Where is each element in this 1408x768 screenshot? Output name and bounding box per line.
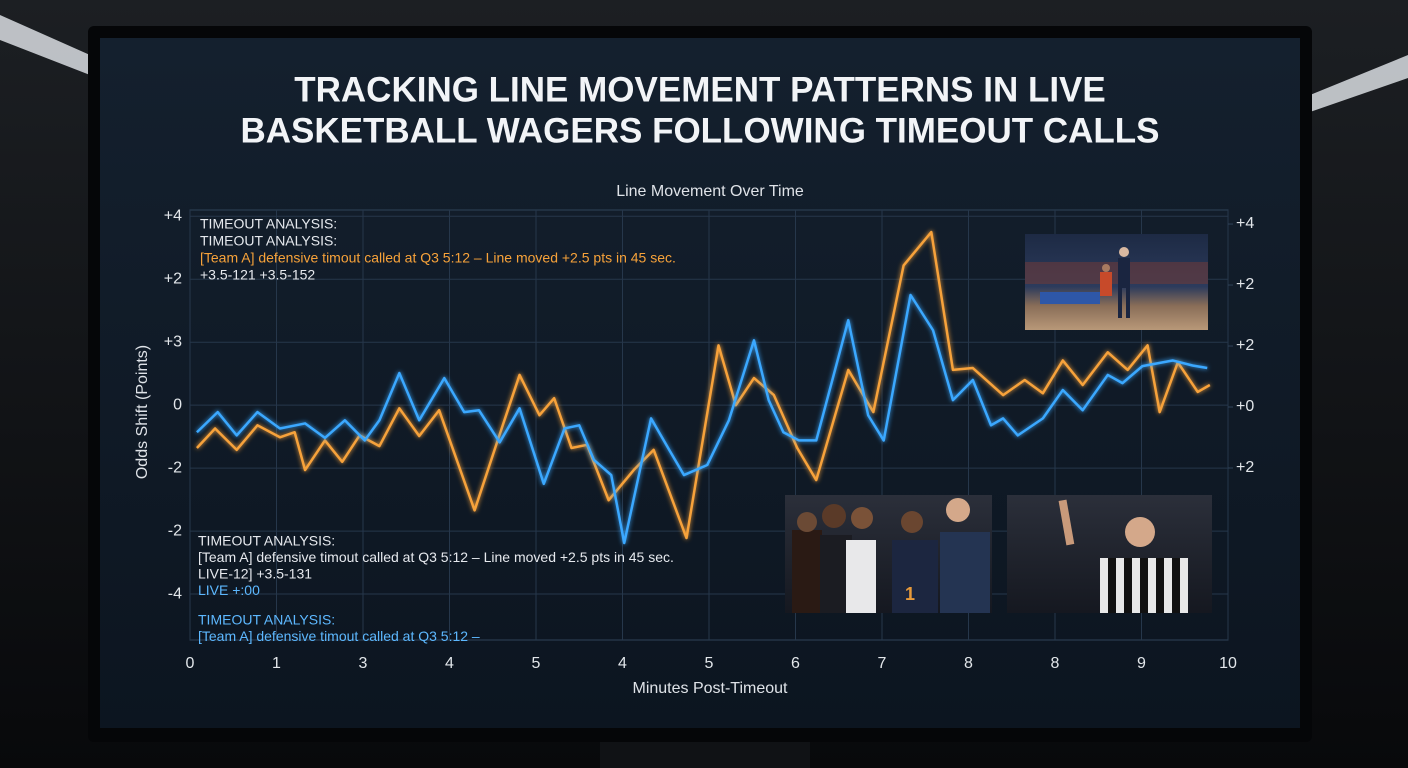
svg-text:1: 1: [905, 584, 915, 604]
title-line: BASKETBALL WAGERS FOLLOWING TIMEOUT CALL…: [240, 111, 1159, 150]
x-tick-label: 4: [618, 655, 627, 672]
x-tick-label: 5: [532, 655, 541, 672]
y-axis-label: Odds Shift (Points): [134, 345, 151, 479]
annotation-text: [Team A] defensive timout called at Q3 5…: [198, 628, 480, 644]
series-line: [196, 293, 1208, 545]
ceiling-light: [0, 15, 90, 75]
x-axis-label: Minutes Post-Timeout: [632, 680, 788, 697]
series-line: [196, 230, 1211, 540]
annotation-text: +3.5-121 +3.5-152: [200, 267, 315, 283]
y-tick-label: +2: [164, 270, 182, 287]
x-tick-label: 9: [1137, 655, 1146, 672]
photo-panel: [1025, 234, 1208, 330]
ceiling-light: [1310, 55, 1408, 112]
x-tick-label: 4: [445, 655, 454, 672]
annotation-text: [Team A] defensive timout called at Q3 5…: [200, 250, 676, 266]
x-tick-label: 10: [1219, 655, 1237, 672]
y2-tick-label: +2: [1236, 276, 1254, 293]
annotation-text: LIVE +:00: [198, 582, 260, 598]
annotation-text: LIVE-12] +3.5-131: [198, 566, 312, 582]
subtitle: Line Movement Over Time: [616, 183, 804, 200]
y2-tick-label: +4: [1236, 215, 1254, 232]
annotation-text: TIMEOUT ANALYSIS:: [200, 233, 337, 249]
y-tick-label: 0: [173, 396, 182, 413]
annotation-text: TIMEOUT ANALYSIS:: [198, 612, 335, 628]
x-tick-label: 3: [359, 655, 368, 672]
y-tick-label: -2: [168, 522, 182, 539]
y2-tick-label: +2: [1236, 337, 1254, 354]
x-tick-label: 0: [186, 655, 195, 672]
x-tick-label: 6: [791, 655, 800, 672]
y2-tick-label: +0: [1236, 398, 1254, 415]
photo-panel: [1007, 495, 1212, 613]
title-line: TRACKING LINE MOVEMENT PATTERNS IN LIVE: [294, 70, 1106, 109]
y-tick-label: -4: [168, 585, 182, 602]
x-tick-label: 1: [272, 655, 281, 672]
annotation-text: [Team A] defensive timout called at Q3 5…: [198, 549, 674, 565]
plot-area: 0 1 3 4 5 4 5 6 7 8 8 9 10 +4 +2 +3 0 -2 -2 -4 +4 +2 +2 +0 +2 TIM…: [164, 208, 1255, 673]
annotation-text: TIMEOUT ANALYSIS:: [198, 533, 335, 549]
y-tick-label: +3: [164, 333, 182, 350]
x-tick-label: 8: [1051, 655, 1060, 672]
annotation-text: TIMEOUT ANALYSIS:: [200, 216, 337, 232]
x-tick-label: 5: [705, 655, 714, 672]
monitor-stand: [600, 738, 810, 768]
x-tick-label: 7: [878, 655, 887, 672]
y-tick-label: -2: [168, 459, 182, 476]
y-tick-label: +4: [164, 208, 182, 225]
x-tick-label: 8: [964, 655, 973, 672]
photo-panel: 1: [785, 495, 992, 613]
y2-tick-label: +2: [1236, 459, 1254, 476]
